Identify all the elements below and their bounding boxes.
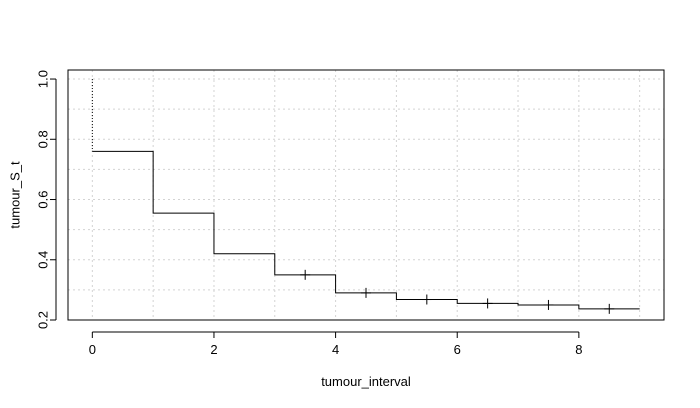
y-tick-label: 0.8 <box>35 130 50 148</box>
censor-mark <box>361 287 371 298</box>
x-axis-title: tumour_interval <box>321 374 411 389</box>
censor-mark <box>482 298 493 309</box>
y-axis-title: tumour_S_t <box>7 161 22 229</box>
y-tick-label: 0.4 <box>35 251 50 269</box>
x-tick-label: 4 <box>332 342 339 357</box>
x-tick-label: 0 <box>89 342 96 357</box>
grid-layer <box>68 70 664 321</box>
x-tick-label: 8 <box>575 342 582 357</box>
censor-mark <box>543 299 554 310</box>
censor-mark <box>604 303 615 314</box>
plot-frame <box>67 69 665 321</box>
y-tick-label: 1.0 <box>35 70 50 88</box>
series-layer <box>91 79 640 314</box>
y-tick-label: 0.6 <box>35 190 50 208</box>
axes-layer: 0 2 4 6 8 0.2 0.4 0.6 0.8 1.0 <box>35 69 665 357</box>
x-tick-label: 6 <box>454 342 461 357</box>
x-tick-label: 2 <box>210 342 217 357</box>
y-tick-label: 0.2 <box>35 311 50 329</box>
censor-mark <box>300 269 311 280</box>
censor-mark <box>421 294 432 305</box>
